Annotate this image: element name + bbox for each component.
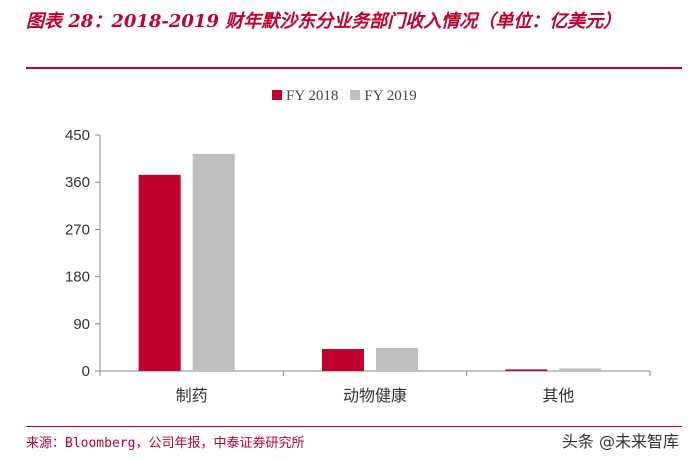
bar-fy2018 bbox=[322, 348, 364, 371]
y-tick-label: 360 bbox=[65, 174, 90, 191]
legend-swatch-2018 bbox=[272, 90, 282, 100]
legend-item-2019: FY 2019 bbox=[350, 88, 417, 105]
bar-fy2019 bbox=[192, 153, 235, 371]
watermark: 头条 @未来智库 bbox=[561, 432, 679, 451]
bar-fy2019 bbox=[559, 368, 602, 371]
footer-rule bbox=[26, 426, 682, 427]
y-tick-label: 450 bbox=[65, 127, 90, 144]
bar-fy2019 bbox=[376, 347, 418, 371]
title-rule bbox=[26, 67, 682, 69]
y-tick-label: 90 bbox=[73, 316, 90, 333]
legend-item-2018: FY 2018 bbox=[272, 88, 338, 105]
x-category-label: 动物健康 bbox=[343, 387, 407, 405]
y-tick-label: 0 bbox=[82, 363, 90, 380]
source-note: 来源：Bloomberg，公司年报，中泰证券研究所 bbox=[26, 436, 305, 451]
x-category-label: 制药 bbox=[176, 387, 208, 405]
bar-fy2018 bbox=[138, 174, 181, 371]
legend-label-2018: FY 2018 bbox=[286, 88, 339, 104]
bar-fy2018 bbox=[505, 369, 548, 371]
legend-label-2019: FY 2019 bbox=[364, 88, 417, 104]
legend-swatch-2019 bbox=[350, 90, 361, 100]
y-tick-label: 180 bbox=[65, 269, 90, 286]
x-category-label: 其他 bbox=[542, 387, 574, 405]
legend: FY 2018 FY 2019 bbox=[272, 88, 417, 105]
y-tick-label: 270 bbox=[65, 221, 90, 238]
chart-title: 图表 28：2018-2019 财年默沙东分业务部门收入情况（单位：亿美元） bbox=[26, 11, 622, 32]
